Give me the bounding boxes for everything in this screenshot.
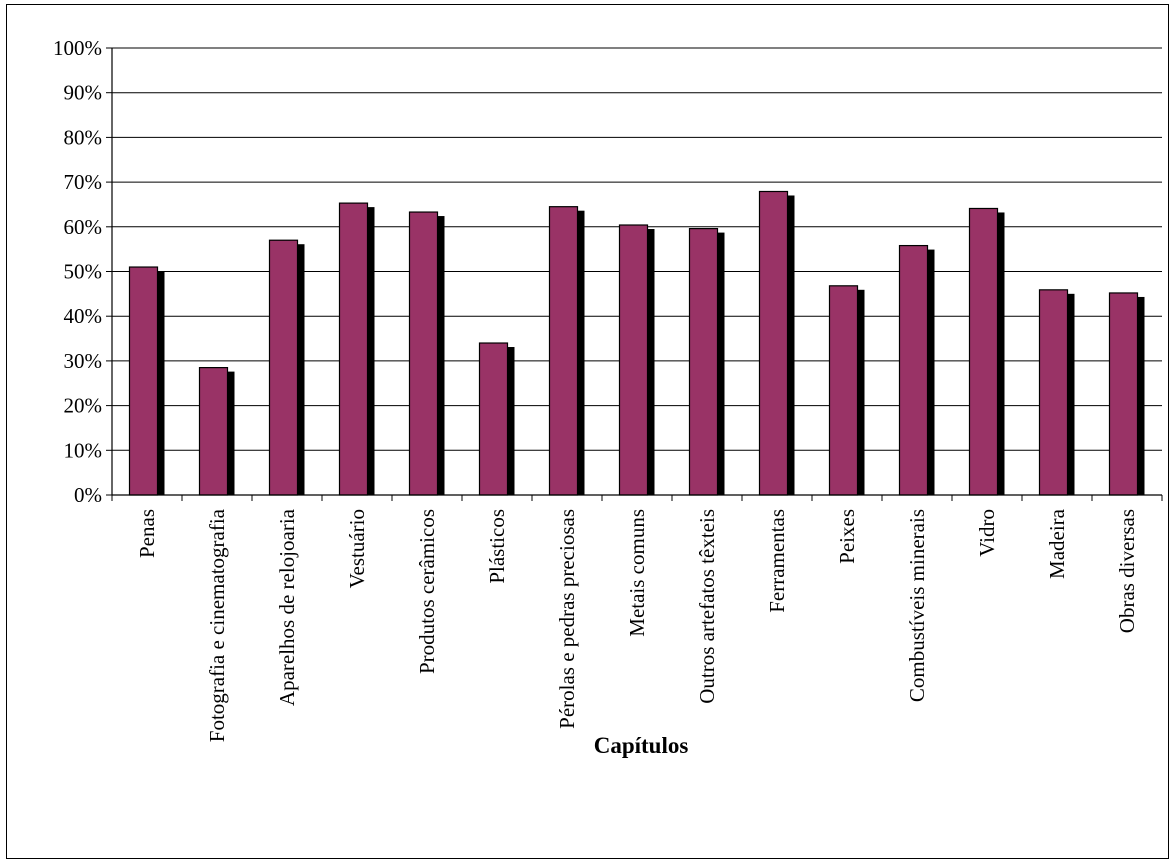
x-tick-label: Plásticos <box>485 509 509 584</box>
bar <box>618 224 649 496</box>
bar-shadow <box>1066 293 1075 495</box>
bar <box>828 285 859 496</box>
bar-shadow <box>436 216 445 495</box>
x-tick-label: Combustíveis minerais <box>905 509 929 702</box>
bar-shadow <box>1136 296 1145 495</box>
bar <box>338 202 369 496</box>
bar-shadow <box>576 210 585 495</box>
bar <box>198 367 229 496</box>
bar-shadow <box>296 244 305 495</box>
bar <box>688 227 719 496</box>
bar-shadow <box>506 347 515 495</box>
bar <box>898 244 929 496</box>
x-tick-label: Vidro <box>975 509 999 557</box>
bar-shadow <box>996 212 1005 495</box>
x-tick-label: Peixes <box>835 509 859 564</box>
x-tick-label: Obras diversas <box>1115 509 1139 633</box>
y-tick-label: 30% <box>64 349 103 373</box>
bar-shadow <box>156 271 165 495</box>
x-tick-label: Pérolas e pedras preciosas <box>555 509 579 729</box>
bar-shadow <box>926 249 935 495</box>
x-tick-label: Penas <box>135 509 159 558</box>
bar <box>268 239 299 496</box>
y-tick-label: 10% <box>64 438 103 462</box>
bar-shadow <box>716 232 725 495</box>
x-tick-label: Metais comuns <box>625 509 649 637</box>
y-tick-label: 0% <box>74 483 102 507</box>
x-tick-label: Vestuário <box>345 509 369 588</box>
x-axis-ticks: Penas Fotografia e cinematografia Aparelho… <box>111 495 1163 742</box>
axes <box>111 48 1162 496</box>
x-tick-label: Madeira <box>1045 508 1069 579</box>
bar-shadow <box>366 207 375 495</box>
bar-shadow <box>856 289 865 495</box>
x-tick-label: Fotografia e cinematografia <box>205 508 229 742</box>
x-tick-label: Aparelhos de relojoaria <box>275 508 299 706</box>
x-tick-label: Produtos cerâmicos <box>415 509 439 674</box>
y-tick-label: 90% <box>64 81 103 105</box>
bar <box>408 211 439 496</box>
bar <box>1038 289 1069 496</box>
bar-shadow <box>786 195 795 495</box>
y-tick-label: 50% <box>64 260 103 284</box>
bars <box>128 190 1145 496</box>
bar <box>128 266 159 496</box>
y-tick-label: 40% <box>64 304 103 328</box>
x-tick-label: Ferramentas <box>765 509 789 613</box>
y-tick-label: 80% <box>64 125 103 149</box>
bar <box>548 206 579 496</box>
x-tick-label: Outros artefatos têxteis <box>695 509 719 704</box>
x-axis-title: Capítulos <box>594 733 689 758</box>
y-tick-label: 100% <box>53 36 102 60</box>
y-tick-label: 60% <box>64 215 103 239</box>
bar <box>1108 292 1139 496</box>
bar-shadow <box>226 371 235 495</box>
y-tick-label: 70% <box>64 170 103 194</box>
bar <box>758 190 789 496</box>
y-tick-label: 20% <box>64 394 103 418</box>
bar-shadow <box>646 229 655 495</box>
bar <box>968 207 999 496</box>
bar <box>478 342 509 496</box>
y-axis-ticks: 0% 10% 20% 30% 40% 50% 60% 70% 80% 90% 100% <box>53 36 112 507</box>
